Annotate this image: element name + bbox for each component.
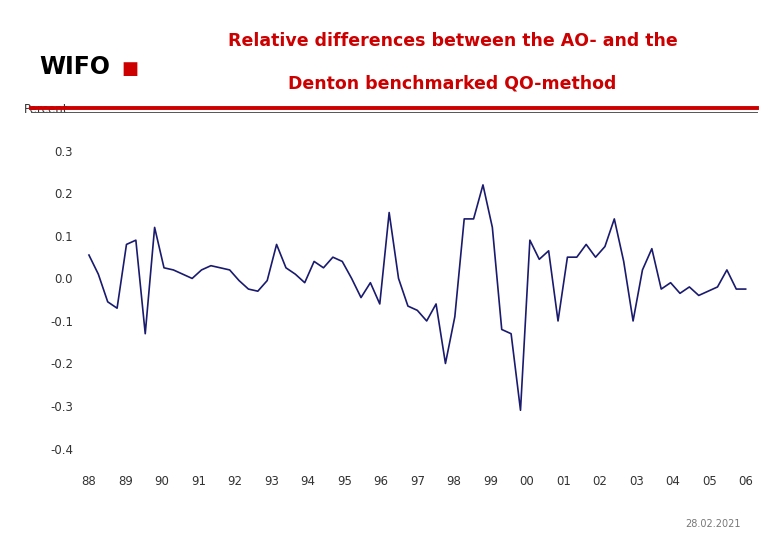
Text: ■: ■ xyxy=(121,60,138,78)
Text: Denton benchmarked QO-method: Denton benchmarked QO-method xyxy=(289,75,616,93)
Text: 28.02.2021: 28.02.2021 xyxy=(686,519,741,529)
Text: WIFO: WIFO xyxy=(39,56,110,79)
Text: Relative differences between the AO- and the: Relative differences between the AO- and… xyxy=(228,31,677,50)
Text: Percent: Percent xyxy=(23,103,68,116)
